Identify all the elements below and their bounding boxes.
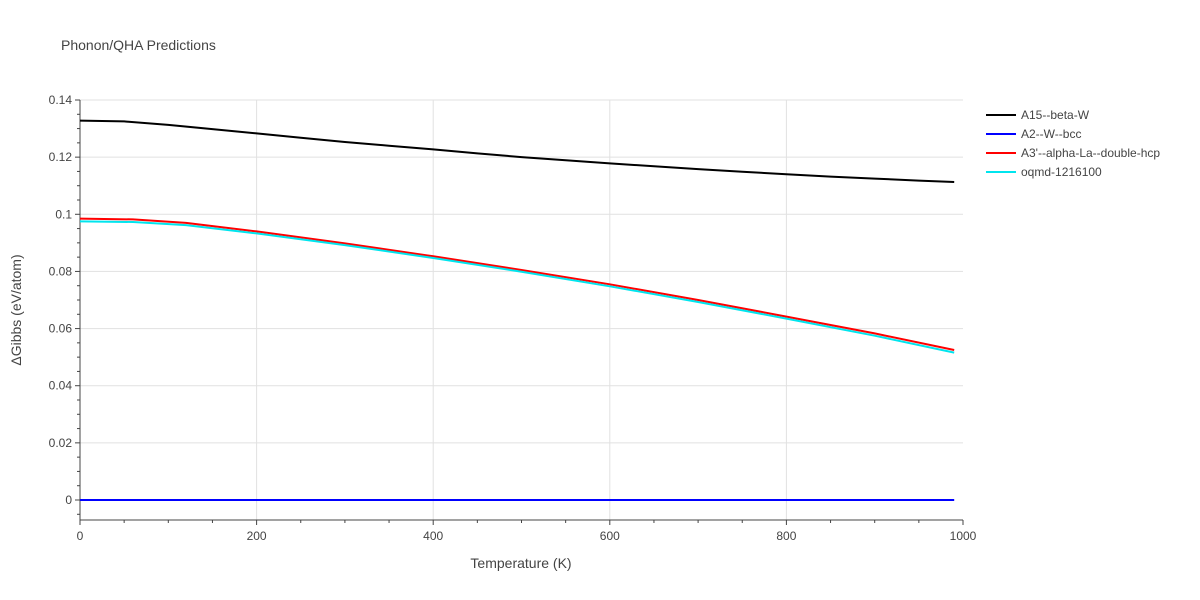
legend-item[interactable]: A2--W--bcc <box>986 127 1081 141</box>
series-line-0 <box>79 119 955 183</box>
x-tick-label: 600 <box>600 529 620 543</box>
chart-title: Phonon/QHA Predictions <box>61 37 216 53</box>
series-layer <box>79 119 955 501</box>
x-tick-label: 400 <box>423 529 443 543</box>
x-tick-label: 1000 <box>950 529 977 543</box>
y-tick-label: 0 <box>65 493 72 507</box>
x-tick-label: 200 <box>247 529 267 543</box>
legend-label: oqmd-1216100 <box>1021 165 1102 179</box>
legend-item[interactable]: A15--beta-W <box>986 108 1090 122</box>
x-axis-title: Temperature (K) <box>470 555 571 571</box>
legend-label: A2--W--bcc <box>1021 127 1081 141</box>
x-tick-label: 800 <box>776 529 796 543</box>
y-axis-title: ΔGibbs (eV/atom) <box>8 254 24 365</box>
x-tick-label: 0 <box>77 529 84 543</box>
legend-label: A15--beta-W <box>1021 108 1090 122</box>
axes <box>75 99 964 525</box>
legend-item[interactable]: A3'--alpha-La--double-hcp <box>986 146 1160 160</box>
y-tick-label: 0.02 <box>49 436 73 450</box>
legend-label: A3'--alpha-La--double-hcp <box>1021 146 1160 160</box>
tick-labels: 0 200 400 600 800 1000 0 0.02 0.04 0.06 0.08 0.1 0.1… <box>49 93 977 543</box>
series-line-3 <box>79 220 955 354</box>
legend-item[interactable]: oqmd-1216100 <box>986 165 1102 179</box>
y-tick-label: 0.08 <box>49 264 73 278</box>
legend[interactable]: A15--beta-W A2--W--bcc A3'--alpha-La--doub… <box>986 108 1160 179</box>
y-tick-label: 0.04 <box>49 379 73 393</box>
y-tick-label: 0.14 <box>49 93 73 107</box>
y-tick-label: 0.06 <box>49 322 73 336</box>
y-tick-label: 0.12 <box>49 150 73 164</box>
series-line-2 <box>79 217 955 351</box>
grid <box>80 99 963 520</box>
y-tick-label: 0.1 <box>55 207 72 221</box>
